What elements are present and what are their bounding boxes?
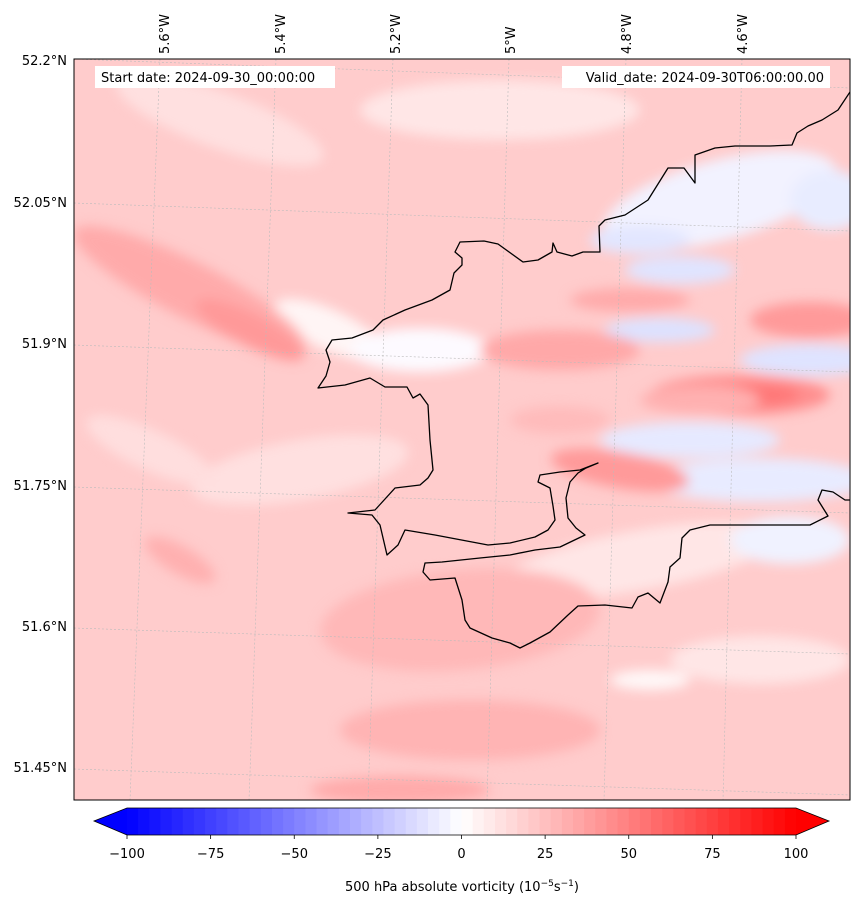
colorbar-level — [238, 808, 251, 835]
colorbar-tick-label: −100 — [109, 847, 145, 862]
colorbar-level — [361, 808, 373, 835]
colorbar-level — [416, 808, 429, 835]
colorbar-level — [171, 808, 184, 835]
colorbar-level — [294, 808, 306, 835]
colorbar-level — [193, 808, 206, 835]
colorbar-level — [205, 808, 217, 835]
lat-label-51.75n: 51.75°N — [14, 479, 67, 494]
colorbar-level — [405, 808, 418, 835]
lon-label-4.6w: 4.6°W — [736, 14, 751, 54]
colorbar-level — [494, 808, 507, 835]
colorbar-tick-label: −75 — [197, 847, 224, 862]
colorbar-level — [617, 808, 630, 835]
colorbar-level — [428, 808, 440, 835]
lon-label-5.4w: 5.4°W — [274, 14, 289, 54]
colorbar-level — [717, 808, 730, 835]
colorbar-tick-label: −50 — [281, 847, 308, 862]
colorbar-level — [182, 808, 195, 835]
colorbar-level — [662, 808, 674, 835]
colorbar-level — [595, 808, 608, 835]
colorbar-level — [539, 808, 552, 835]
colorbar-level — [628, 808, 641, 835]
colorbar-level — [227, 808, 240, 835]
colorbar-level — [483, 808, 496, 835]
colorbar-tick-label: 100 — [784, 847, 809, 862]
colorbar-level — [350, 808, 362, 835]
start-date-box — [95, 66, 335, 88]
colorbar-level — [573, 808, 585, 835]
vorticity-field: Start date: 2024-09-30_00:00:00 Valid_da… — [74, 59, 850, 800]
start-date-text: Start date: 2024-09-30_00:00:00 — [101, 71, 315, 86]
colorbar-level — [584, 808, 596, 835]
colorbar-level — [305, 808, 318, 835]
lat-labels: 52.2°N 52.05°N 51.9°N 51.75°N 51.6°N 51.… — [14, 54, 67, 776]
colorbar-level — [439, 808, 451, 835]
colorbar-level — [472, 808, 485, 835]
colorbar-level — [461, 808, 474, 835]
colorbar-level — [149, 808, 162, 835]
colorbar-level — [606, 808, 619, 835]
lat-label-51.6n: 51.6°N — [22, 620, 67, 635]
colorbar-tick-label: 75 — [704, 847, 721, 862]
colorbar-level — [316, 808, 329, 835]
valid-date-text: Valid_date: 2024-09-30T06:00:00.00 — [586, 71, 824, 86]
colorbar-tick-label: −25 — [364, 847, 391, 862]
colorbar-level — [383, 808, 396, 835]
colorbar-level — [561, 808, 574, 835]
colorbar-level — [160, 808, 173, 835]
colorbar: −100 −75 −50 −25 0 25 50 75 100 500 hPa absolute… — [92, 807, 831, 895]
colorbar-level — [506, 808, 518, 835]
coastline — [317, 91, 850, 649]
lon-label-4.8w: 4.8°W — [620, 14, 635, 54]
colorbar-level — [216, 808, 228, 835]
colorbar-level — [249, 808, 262, 835]
lat-label-52.05n: 52.05°N — [14, 196, 67, 211]
colorbar-level — [706, 808, 719, 835]
colorbar-level — [729, 808, 741, 835]
lon-label-5w: 5°W — [504, 26, 519, 54]
colorbar-level — [260, 808, 273, 835]
colorbar-level — [673, 808, 686, 835]
colorbar-tick-label: 25 — [537, 847, 554, 862]
colorbar-level — [651, 808, 663, 835]
colorbar-label: 500 hPa absolute vorticity (10−5s−1) — [345, 879, 579, 895]
colorbar-level — [127, 808, 139, 835]
lat-label-51.45n: 51.45°N — [14, 761, 67, 776]
colorbar-level — [338, 808, 351, 835]
colorbar-ticks: −100 −75 −50 −25 0 25 50 75 100 — [109, 835, 808, 862]
colorbar-tick-label: 0 — [457, 847, 465, 862]
colorbar-level — [327, 808, 340, 835]
colorbar-extend-low — [94, 808, 127, 835]
lat-label-52.2n: 52.2°N — [22, 54, 67, 69]
colorbar-fill — [94, 808, 829, 835]
colorbar-level — [450, 808, 463, 835]
map-frame — [73, 58, 851, 801]
colorbar-level — [762, 808, 775, 835]
lon-label-5.6w: 5.6°W — [158, 14, 173, 54]
colorbar-level — [784, 808, 797, 835]
lon-labels: 5.6°W 5.4°W 5.2°W 5°W 4.8°W 4.6°W — [158, 14, 751, 54]
colorbar-level — [271, 808, 284, 835]
colorbar-level — [517, 808, 529, 835]
colorbar-level — [639, 808, 652, 835]
colorbar-tick-label: 50 — [620, 847, 637, 862]
colorbar-level — [773, 808, 786, 835]
lon-gridlines — [129, 59, 743, 800]
valid-date-box — [562, 66, 830, 88]
lat-label-51.9n: 51.9°N — [22, 337, 67, 352]
colorbar-level — [751, 808, 764, 835]
colorbar-level — [283, 808, 295, 835]
colorbar-level — [550, 808, 563, 835]
colorbar-extend-high — [796, 808, 829, 835]
colorbar-level — [394, 808, 407, 835]
colorbar-level — [528, 808, 541, 835]
colorbar-level — [695, 808, 708, 835]
colorbar-level — [138, 808, 150, 835]
colorbar-level — [740, 808, 752, 835]
lon-label-5.2w: 5.2°W — [389, 14, 404, 54]
colorbar-level — [372, 808, 385, 835]
lat-gridlines — [74, 59, 850, 796]
colorbar-level — [684, 808, 697, 835]
